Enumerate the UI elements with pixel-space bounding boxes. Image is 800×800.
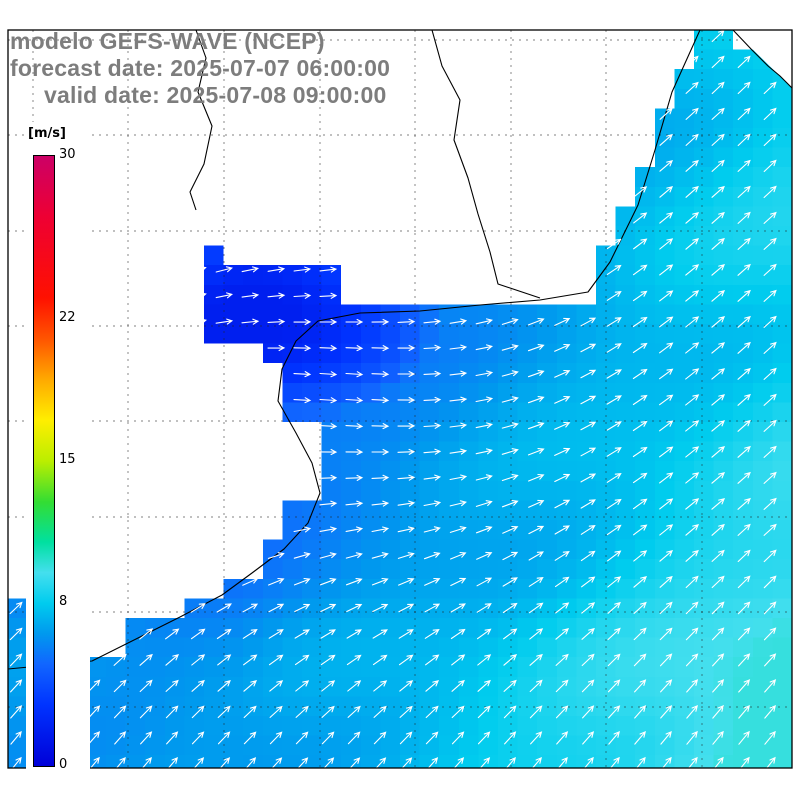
colorbar-tick-30: 30 [59,147,76,162]
colorbar-gradient [33,155,55,767]
valid-date: valid date: 2025-07-08 09:00:00 [44,82,387,108]
ocean-field-layer [8,30,792,768]
colorbar-unit-label: [m/s] [28,126,66,141]
colorbar-tick-15: 15 [59,452,76,467]
colorbar: [m/s] 30 22 15 8 0 [26,122,90,778]
map-frame [7,29,793,769]
latlon-grid-layer [8,30,792,768]
river-line-west [189,29,213,211]
colorbar-tick-8: 8 [59,594,68,610]
colorbar-tick-0: 0 [59,757,68,772]
title-block: modelo GEFS-WAVE (NCEP) forecast date: 2… [10,28,390,109]
river-line-east [431,29,541,299]
colorbar-tick-22: 22 [59,309,76,325]
far-shore-coastline [732,29,793,89]
main-coastline [7,29,701,670]
coastline-layer [7,29,793,670]
model-title: modelo GEFS-WAVE (NCEP) [10,28,325,54]
forecast-date: forecast date: 2025-07-07 06:00:00 [10,55,391,81]
